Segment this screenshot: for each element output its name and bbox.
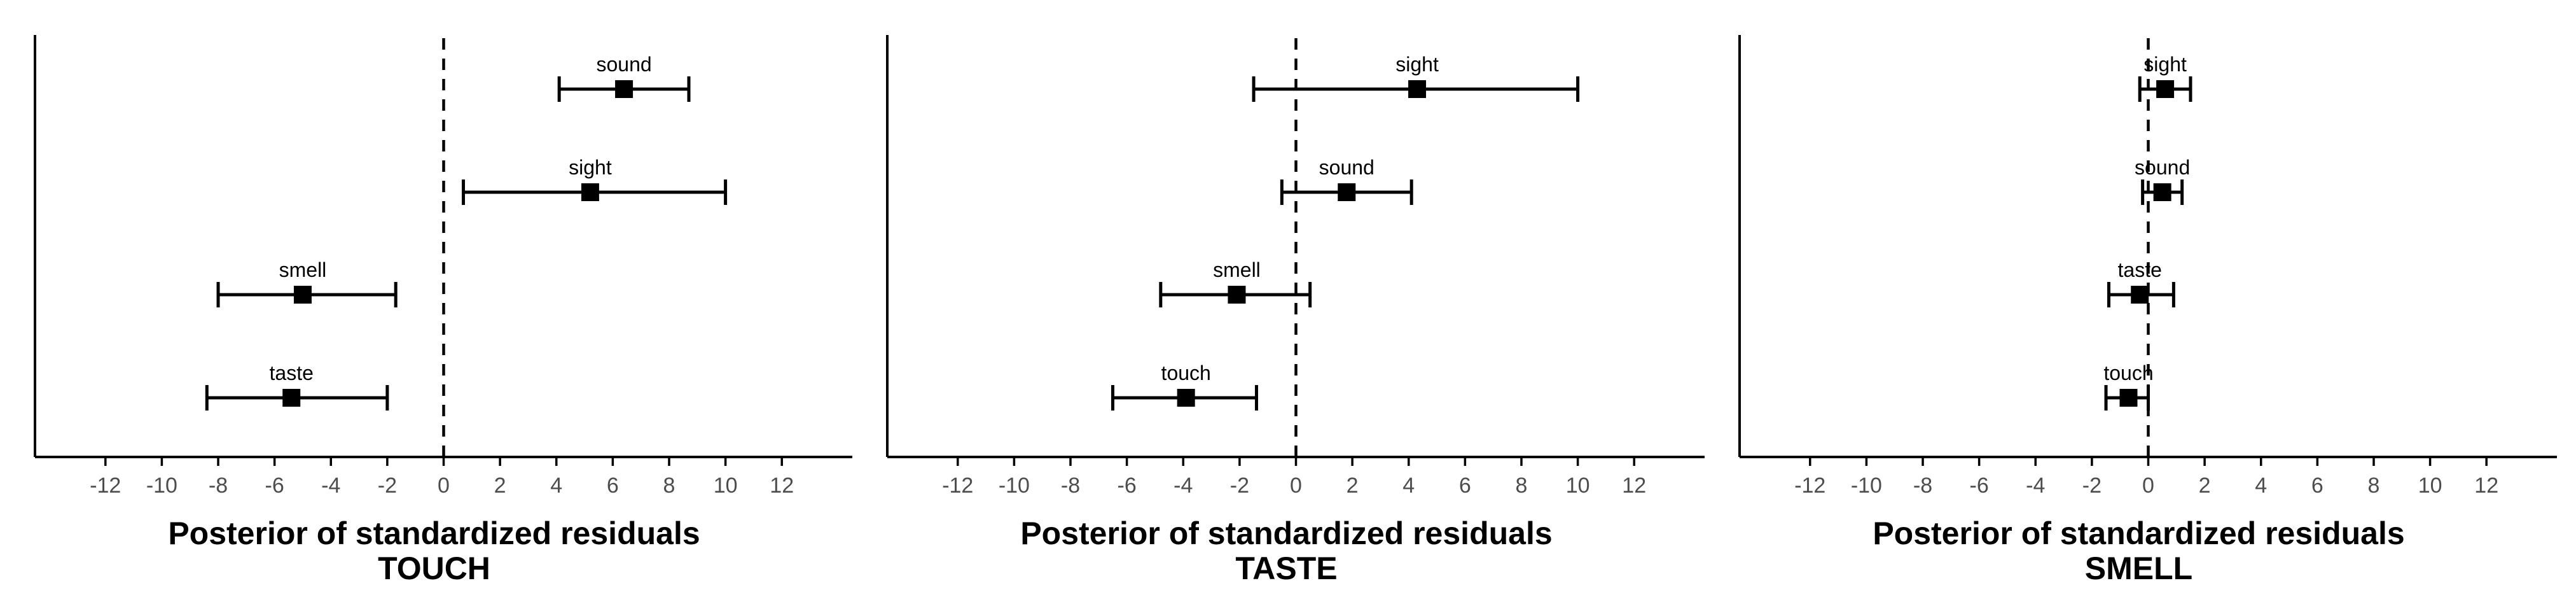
point-label: smell [1213,258,1261,281]
x-tick-label: 8 [663,474,675,498]
point-row-smell: smell [1159,258,1312,307]
point-estimate-marker [1338,183,1356,201]
point-label: sound [1319,156,1375,179]
x-tick-label: -4 [2026,474,2045,498]
x-tick-label: 6 [607,474,619,498]
point-label: taste [270,362,314,384]
point-estimate-marker [282,389,301,407]
point-estimate-marker [615,80,634,98]
point-estimate-marker [293,286,312,304]
point-estimate-marker [2119,389,2138,407]
panel-title: TOUCH [378,551,490,586]
point-row-taste: taste [2107,258,2175,307]
x-tick-label: -6 [1118,474,1137,498]
point-label: sound [2135,156,2190,179]
panel-touch: -12 -10 -8 -6 -4 -2 0 2 4 6 8 10 12 sound sight smell ta… [34,35,852,586]
point-row-touch: touch [2103,362,2154,411]
x-tick-label: -2 [378,474,397,498]
x-axis-title: Posterior of standardized residuals [1873,516,2404,551]
point-row-sight: sight [1252,53,1580,102]
point-row-sound: sound [557,53,691,102]
point-row-smell: smell [216,258,398,307]
point-estimate-marker [581,183,599,201]
x-tick-label: -10 [146,474,177,498]
x-tick-label: 2 [1347,474,1359,498]
x-tick-label: 10 [2418,474,2442,498]
x-tick-label: 6 [2311,474,2323,498]
x-tick-label: -12 [942,474,973,498]
x-tick-label: -12 [90,474,121,498]
x-tick-label: -8 [1061,474,1080,498]
point-label: sight [569,156,612,179]
point-label: taste [2118,258,2162,281]
panel-title: TASTE [1235,551,1337,586]
point-label: touch [1161,362,1211,384]
x-tick-label: -12 [1794,474,1825,498]
x-tick-label: -8 [209,474,228,498]
point-row-sight: sight [2138,53,2192,102]
point-label: smell [279,258,327,281]
x-tick-label: -10 [999,474,1030,498]
x-tick-label: 10 [1566,474,1590,498]
point-estimate-marker [2156,80,2175,98]
panel-title: SMELL [2085,551,2192,586]
point-estimate-marker [2131,286,2149,304]
point-label: touch [2103,362,2153,384]
x-tick-label: 6 [1459,474,1471,498]
x-axis-title: Posterior of standardized residuals [1020,516,1552,551]
panel-smell: -12 -10 -8 -6 -4 -2 0 2 4 6 8 10 12 sight sound taste to… [1738,35,2557,586]
x-axis-title: Posterior of standardized residuals [168,516,700,551]
x-tick-label: 10 [714,474,738,498]
x-tick-label: 12 [770,474,794,498]
x-tick-label: -2 [1230,474,1249,498]
x-tick-label: 0 [438,474,450,498]
x-tick-label: -8 [1913,474,1932,498]
point-label: sight [2143,53,2187,76]
x-tick-label: 12 [1622,474,1646,498]
x-tick-label: 0 [1290,474,1302,498]
point-label: sight [1395,53,1439,76]
x-tick-label: 0 [2142,474,2154,498]
point-estimate-marker [1408,80,1427,98]
point-estimate-marker [1228,286,1246,304]
point-estimate-marker [1177,389,1195,407]
x-tick-label: -4 [1174,474,1193,498]
x-tick-label: 4 [550,474,562,498]
panel-taste: -12 -10 -8 -6 -4 -2 0 2 4 6 8 10 12 sight sound smell to… [886,35,1705,586]
point-row-sight: sight [462,156,728,205]
x-tick-label: 2 [2199,474,2211,498]
x-tick-label: 8 [2368,474,2380,498]
point-row-touch: touch [1111,362,1258,411]
x-tick-label: 8 [1516,474,1528,498]
point-estimate-marker [2153,183,2171,201]
point-row-taste: taste [205,362,389,411]
x-tick-label: -6 [1970,474,1989,498]
x-tick-label: 4 [2255,474,2267,498]
point-row-sound: sound [2135,156,2190,205]
x-tick-label: 4 [1402,474,1415,498]
x-tick-label: -4 [321,474,340,498]
point-label: sound [596,53,651,76]
x-tick-label: 2 [494,474,506,498]
x-tick-label: 12 [2474,474,2498,498]
x-tick-label: -6 [265,474,284,498]
x-tick-label: -2 [2082,474,2102,498]
x-tick-label: -10 [1851,474,1882,498]
point-row-sound: sound [1280,156,1413,205]
